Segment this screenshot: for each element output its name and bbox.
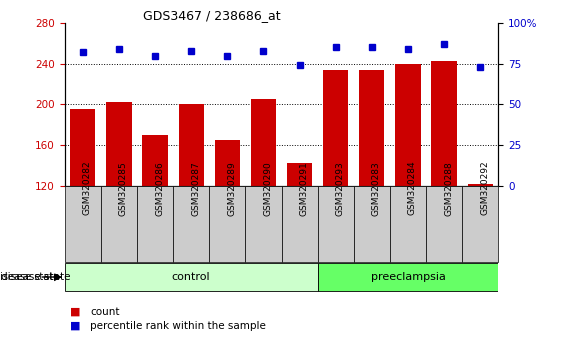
- Bar: [209, 186, 245, 262]
- Text: preeclampsia: preeclampsia: [370, 272, 445, 282]
- Bar: [178, 104, 204, 186]
- Text: GSM320289: GSM320289: [227, 161, 236, 216]
- Text: GSM320284: GSM320284: [408, 161, 417, 216]
- Text: GSM320282: GSM320282: [83, 161, 92, 216]
- Text: ■: ■: [70, 321, 81, 331]
- Text: GSM320293: GSM320293: [336, 161, 345, 216]
- Bar: [426, 186, 462, 262]
- Bar: [65, 263, 318, 291]
- Text: GSM320283: GSM320283: [372, 161, 381, 216]
- Text: GSM320292: GSM320292: [480, 161, 489, 216]
- Text: ■: ■: [70, 307, 81, 316]
- Bar: [137, 186, 173, 262]
- Bar: [142, 135, 168, 186]
- Text: GSM320288: GSM320288: [444, 161, 453, 216]
- Text: ▶: ▶: [55, 272, 62, 282]
- Bar: [323, 70, 348, 186]
- Text: GSM320291: GSM320291: [300, 161, 309, 216]
- Bar: [318, 186, 354, 262]
- Bar: [70, 108, 96, 186]
- Text: GDS3467 / 238686_at: GDS3467 / 238686_at: [143, 9, 280, 22]
- Bar: [462, 186, 498, 262]
- Bar: [245, 186, 282, 262]
- Bar: [173, 186, 209, 262]
- Bar: [467, 184, 493, 186]
- Text: count: count: [90, 307, 119, 316]
- Text: GSM320290: GSM320290: [263, 161, 272, 216]
- Bar: [318, 263, 498, 291]
- Bar: [282, 186, 318, 262]
- Text: GSM320287: GSM320287: [191, 161, 200, 216]
- Bar: [395, 64, 421, 186]
- Bar: [431, 61, 457, 186]
- Bar: [215, 140, 240, 186]
- Text: GSM320286: GSM320286: [155, 161, 164, 216]
- Text: control: control: [172, 272, 211, 282]
- Bar: [65, 186, 101, 262]
- Text: GSM320285: GSM320285: [119, 161, 128, 216]
- Bar: [251, 99, 276, 186]
- Bar: [287, 164, 312, 186]
- Text: percentile rank within the sample: percentile rank within the sample: [90, 321, 266, 331]
- Text: disease state: disease state: [0, 272, 62, 282]
- Bar: [106, 102, 132, 186]
- Bar: [390, 186, 426, 262]
- Bar: [101, 186, 137, 262]
- Text: disease state: disease state: [1, 272, 70, 282]
- Bar: [359, 70, 385, 186]
- Bar: [354, 186, 390, 262]
